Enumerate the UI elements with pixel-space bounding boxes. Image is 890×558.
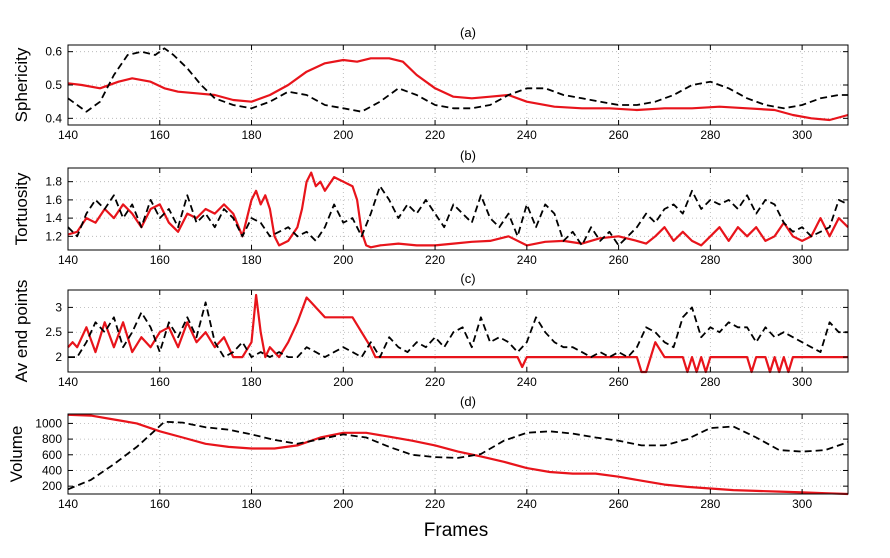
x-tick-label: 140: [58, 253, 78, 267]
x-tick-label: 140: [58, 375, 78, 389]
x-tick-label: 180: [242, 253, 262, 267]
y-tick-label: 1.8: [45, 175, 62, 189]
x-tick-label: 260: [609, 128, 629, 142]
y-tick-label: 0.4: [45, 111, 62, 125]
x-tick-label: 300: [792, 128, 812, 142]
x-tick-label: 220: [425, 128, 445, 142]
x-tick-label: 240: [517, 497, 537, 511]
x-tick-label: 300: [792, 497, 812, 511]
subplot-1: 140 160 180 200 220 240 260 280 300 1.2 1.4 1.6 1.8 (…: [12, 148, 849, 267]
y-tick-label: 1.6: [45, 193, 62, 207]
series-line-solid: [67, 171, 849, 249]
x-tick-label: 300: [792, 253, 812, 267]
x-tick-label: 280: [700, 253, 720, 267]
y-tick-label: 400: [42, 463, 62, 477]
x-tick-label: 180: [242, 497, 262, 511]
y-tick-label: 3: [55, 300, 62, 314]
x-tick-label: 180: [242, 375, 262, 389]
series-line-solid: [67, 57, 849, 122]
axes-frame: [67, 167, 849, 251]
x-tick-label: 280: [700, 497, 720, 511]
x-tick-label: 180: [242, 128, 262, 142]
y-tick-label: 0.6: [45, 45, 62, 59]
subplot-title: (a): [460, 25, 476, 40]
subplot-0: 140 160 180 200 220 240 260 280 300 0.4 0.5 0.6 (a) S…: [12, 25, 849, 142]
x-tick-label: 140: [58, 128, 78, 142]
series-line-dashed: [67, 420, 849, 491]
x-tick-label: 260: [609, 497, 629, 511]
x-tick-label: 240: [517, 253, 537, 267]
y-tick-label: 1000: [35, 416, 62, 430]
y-axis-label: Tortuosity: [12, 172, 31, 245]
y-tick-label: 1.2: [45, 229, 62, 243]
x-tick-label: 220: [425, 497, 445, 511]
x-tick-label: 200: [333, 497, 353, 511]
series-line-solid: [67, 293, 848, 374]
x-tick-label: 260: [609, 375, 629, 389]
x-tick-label: 260: [609, 253, 629, 267]
x-tick-label: 160: [150, 128, 170, 142]
y-tick-label: 800: [42, 432, 62, 446]
x-tick-label: 280: [700, 375, 720, 389]
y-axis-label: Av end points: [12, 280, 31, 383]
y-tick-label: 2: [55, 350, 62, 364]
y-tick-label: 1.4: [45, 211, 62, 225]
x-tick-label: 160: [150, 497, 170, 511]
x-tick-label: 200: [333, 253, 353, 267]
x-tick-label: 240: [517, 375, 537, 389]
x-tick-label: 160: [150, 253, 170, 267]
subplot-title: (c): [460, 271, 475, 286]
series-line-dashed: [67, 185, 849, 247]
y-axis-label: Sphericity: [12, 47, 31, 122]
subplot-title: (d): [460, 394, 476, 409]
y-tick-label: 0.5: [45, 78, 62, 92]
y-axis-label: Volume: [7, 426, 26, 483]
subplot-title: (b): [460, 148, 476, 163]
x-tick-label: 200: [333, 375, 353, 389]
series-line-dashed: [68, 301, 848, 359]
axes-frame: [67, 413, 849, 495]
y-tick-label: 600: [42, 448, 62, 462]
subplot-2: 140 160 180 200 220 240 260 280 300 2 2.5 3 (c) Av en…: [12, 271, 849, 389]
x-tick-label: 200: [333, 128, 353, 142]
y-tick-label: 2.5: [45, 325, 62, 339]
series-line-dashed: [67, 47, 848, 113]
x-tick-label: 240: [517, 128, 537, 142]
x-tick-label: 160: [150, 375, 170, 389]
x-tick-label: 140: [58, 497, 78, 511]
x-tick-label: 300: [792, 375, 812, 389]
series-line-solid: [67, 413, 849, 496]
x-tick-label: 280: [700, 128, 720, 142]
x-tick-label: 220: [425, 253, 445, 267]
x-tick-label: 220: [425, 375, 445, 389]
x-axis-label: Frames: [424, 520, 488, 541]
axes-frame: [67, 289, 849, 373]
y-tick-label: 200: [42, 479, 62, 493]
